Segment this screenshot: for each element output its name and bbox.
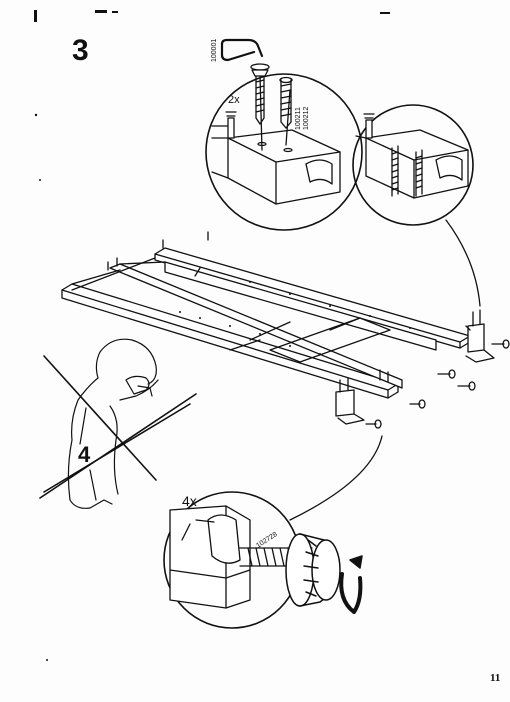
- leg-block: [169, 505, 251, 609]
- detail-pointer: [445, 219, 481, 307]
- page-number: 11: [490, 672, 501, 684]
- cross-out-icon: [39, 355, 197, 499]
- quantity-label: 4x: [182, 493, 197, 509]
- cam-bolt-icon: [365, 339, 510, 429]
- bed-frame: [61, 231, 495, 425]
- warning-figure-label: 4: [78, 442, 91, 467]
- part-number-label: 100212: [303, 107, 310, 130]
- part-number-label: 100211: [295, 107, 302, 130]
- part-number-label: 100001: [211, 39, 218, 62]
- detail-circle-right: [352, 104, 474, 226]
- knob-icon: [285, 533, 341, 607]
- bed-rail-block: [211, 111, 341, 205]
- inserted-screw-icon: [391, 145, 423, 197]
- part-number-label: 102728: [255, 531, 278, 550]
- quantity-label: 2x: [228, 94, 240, 106]
- cam-screw-icon: [279, 76, 293, 129]
- leader-line: [285, 89, 291, 146]
- scan-specks: [34, 10, 390, 661]
- step-number: 3: [72, 34, 89, 67]
- screw-hole: [257, 141, 267, 147]
- detail-circle-left: [205, 73, 363, 231]
- person-figure: [67, 338, 159, 509]
- allen-key-icon: [220, 38, 264, 62]
- bed-rail-block-assembled: [355, 113, 469, 199]
- detail-pointer: [289, 435, 383, 521]
- rotation-arrow-icon: [339, 555, 363, 614]
- screw-hole: [283, 147, 293, 153]
